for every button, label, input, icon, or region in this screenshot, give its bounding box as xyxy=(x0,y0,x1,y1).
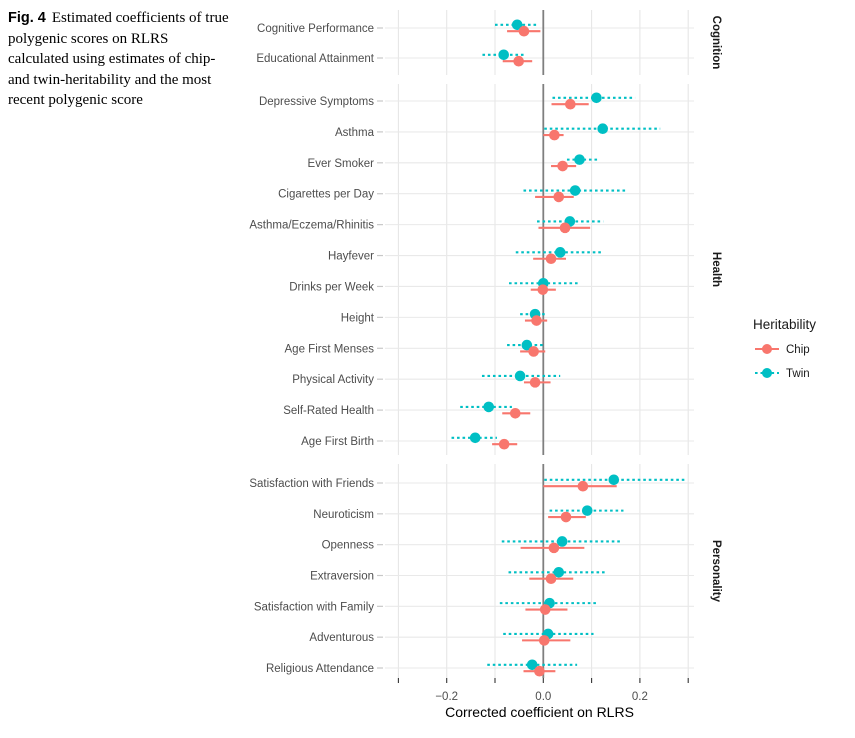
chip-point-asthma xyxy=(549,129,560,141)
chip-point-religious-attendance xyxy=(534,665,545,677)
facet-personality: Satisfaction with Friends Neuroticism Open… xyxy=(249,464,722,678)
category-label-hayfever: Hayfever xyxy=(328,251,374,263)
chip-point-ever-smoker xyxy=(557,160,568,172)
twin-point-openness xyxy=(556,536,568,547)
chip-point-asthma-eczema-rhinitis xyxy=(559,222,571,234)
twin-point-cognitive-performance xyxy=(511,19,523,31)
category-label-asthma: Asthma xyxy=(335,127,375,139)
category-label-openness: Openness xyxy=(322,540,375,552)
chip-point-extraversion xyxy=(545,573,557,584)
twin-point-religious-attendance xyxy=(526,659,538,671)
category-label-depressive-symptoms: Depressive Symptoms xyxy=(259,96,374,108)
twin-point-self-rated-health xyxy=(483,401,495,413)
chip-point-educational-attainment xyxy=(513,55,524,67)
legend-key-dot-chip xyxy=(762,344,772,354)
chip-point-hayfever xyxy=(545,253,557,265)
twin-point-age-first-birth xyxy=(469,432,481,444)
category-label-ever-smoker: Ever Smoker xyxy=(308,158,375,170)
chip-point-depressive-symptoms xyxy=(565,98,576,110)
facet-cognition: Cognitive Performance Educational Attainm… xyxy=(256,10,722,75)
category-label-adventurous: Adventurous xyxy=(309,632,374,644)
category-label-cognitive-performance: Cognitive Performance xyxy=(257,23,374,35)
twin-point-neuroticism xyxy=(581,505,593,516)
chip-point-height xyxy=(531,315,542,326)
twin-point-ever-smoker xyxy=(574,154,585,165)
chip-point-satisfaction-with-family xyxy=(539,604,551,615)
twin-point-extraversion xyxy=(553,567,565,578)
category-label-educational-attainment: Educational Attainment xyxy=(256,53,374,65)
strip-label-cognition: Cognition xyxy=(710,16,722,70)
twin-point-cigarettes-per-day xyxy=(569,185,581,196)
category-label-drinks-per-week: Drinks per Week xyxy=(289,281,374,293)
legend: Heritability Chip Twin xyxy=(753,317,816,380)
category-label-satisfaction-with-family: Satisfaction with Family xyxy=(254,601,374,613)
category-label-neuroticism: Neuroticism xyxy=(313,509,374,521)
category-label-physical-activity: Physical Activity xyxy=(292,374,374,386)
chip-point-neuroticism xyxy=(560,511,572,523)
legend-item-twin: Twin xyxy=(755,368,810,380)
twin-point-asthma xyxy=(597,123,609,135)
twin-point-hayfever xyxy=(554,247,566,258)
chip-point-cognitive-performance xyxy=(518,25,530,37)
chip-point-drinks-per-week xyxy=(537,284,549,295)
category-label-age-first-birth: Age First Birth xyxy=(301,436,374,448)
category-label-cigarettes-per-day: Cigarettes per Day xyxy=(278,189,374,201)
strip-label-health: Health xyxy=(710,252,722,287)
x-tick-label: 0.2 xyxy=(632,691,648,703)
category-label-height: Height xyxy=(341,312,375,324)
chip-point-age-first-birth xyxy=(498,438,510,450)
figure-caption-label: Fig. 4 xyxy=(8,10,46,26)
chip-point-self-rated-health xyxy=(509,407,521,419)
x-tick-label: −0.2 xyxy=(435,691,458,703)
category-label-asthma-eczema-rhinitis: Asthma/Eczema/Rhinitis xyxy=(249,220,374,232)
legend-title: Heritability xyxy=(753,317,816,332)
chip-point-physical-activity xyxy=(529,377,541,388)
category-label-extraversion: Extraversion xyxy=(310,571,374,583)
x-tick-label: 0.0 xyxy=(535,691,551,703)
category-label-satisfaction-with-friends: Satisfaction with Friends xyxy=(249,478,374,490)
chip-point-cigarettes-per-day xyxy=(553,191,565,203)
chip-point-adventurous xyxy=(538,635,550,646)
legend-key-dot-twin xyxy=(762,368,772,378)
chip-point-openness xyxy=(548,542,560,554)
legend-item-chip: Chip xyxy=(755,344,810,356)
legend-label-chip: Chip xyxy=(786,344,810,356)
twin-point-age-first-menses xyxy=(521,339,533,351)
chip-point-age-first-menses xyxy=(528,346,539,357)
chip-point-satisfaction-with-friends xyxy=(577,480,589,492)
facet-health: Depressive Symptoms Asthma Ever Smoker Ciga… xyxy=(249,84,722,455)
twin-point-depressive-symptoms xyxy=(591,92,602,104)
category-label-religious-attendance: Religious Attendance xyxy=(266,663,374,675)
twin-point-satisfaction-with-friends xyxy=(608,474,620,486)
figure-caption: Fig. 4 Estimated coefficients of true pol… xyxy=(8,8,232,111)
figure-caption-text: Estimated coefficients of true polygenic… xyxy=(8,10,229,108)
twin-point-physical-activity xyxy=(514,370,526,382)
category-label-self-rated-health: Self-Rated Health xyxy=(283,405,374,417)
strip-label-personality: Personality xyxy=(710,540,722,603)
category-label-age-first-menses: Age First Menses xyxy=(285,343,375,355)
legend-label-twin: Twin xyxy=(786,368,810,380)
x-axis-title: Corrected coefficient on RLRS xyxy=(445,704,634,720)
twin-point-educational-attainment xyxy=(498,49,509,61)
